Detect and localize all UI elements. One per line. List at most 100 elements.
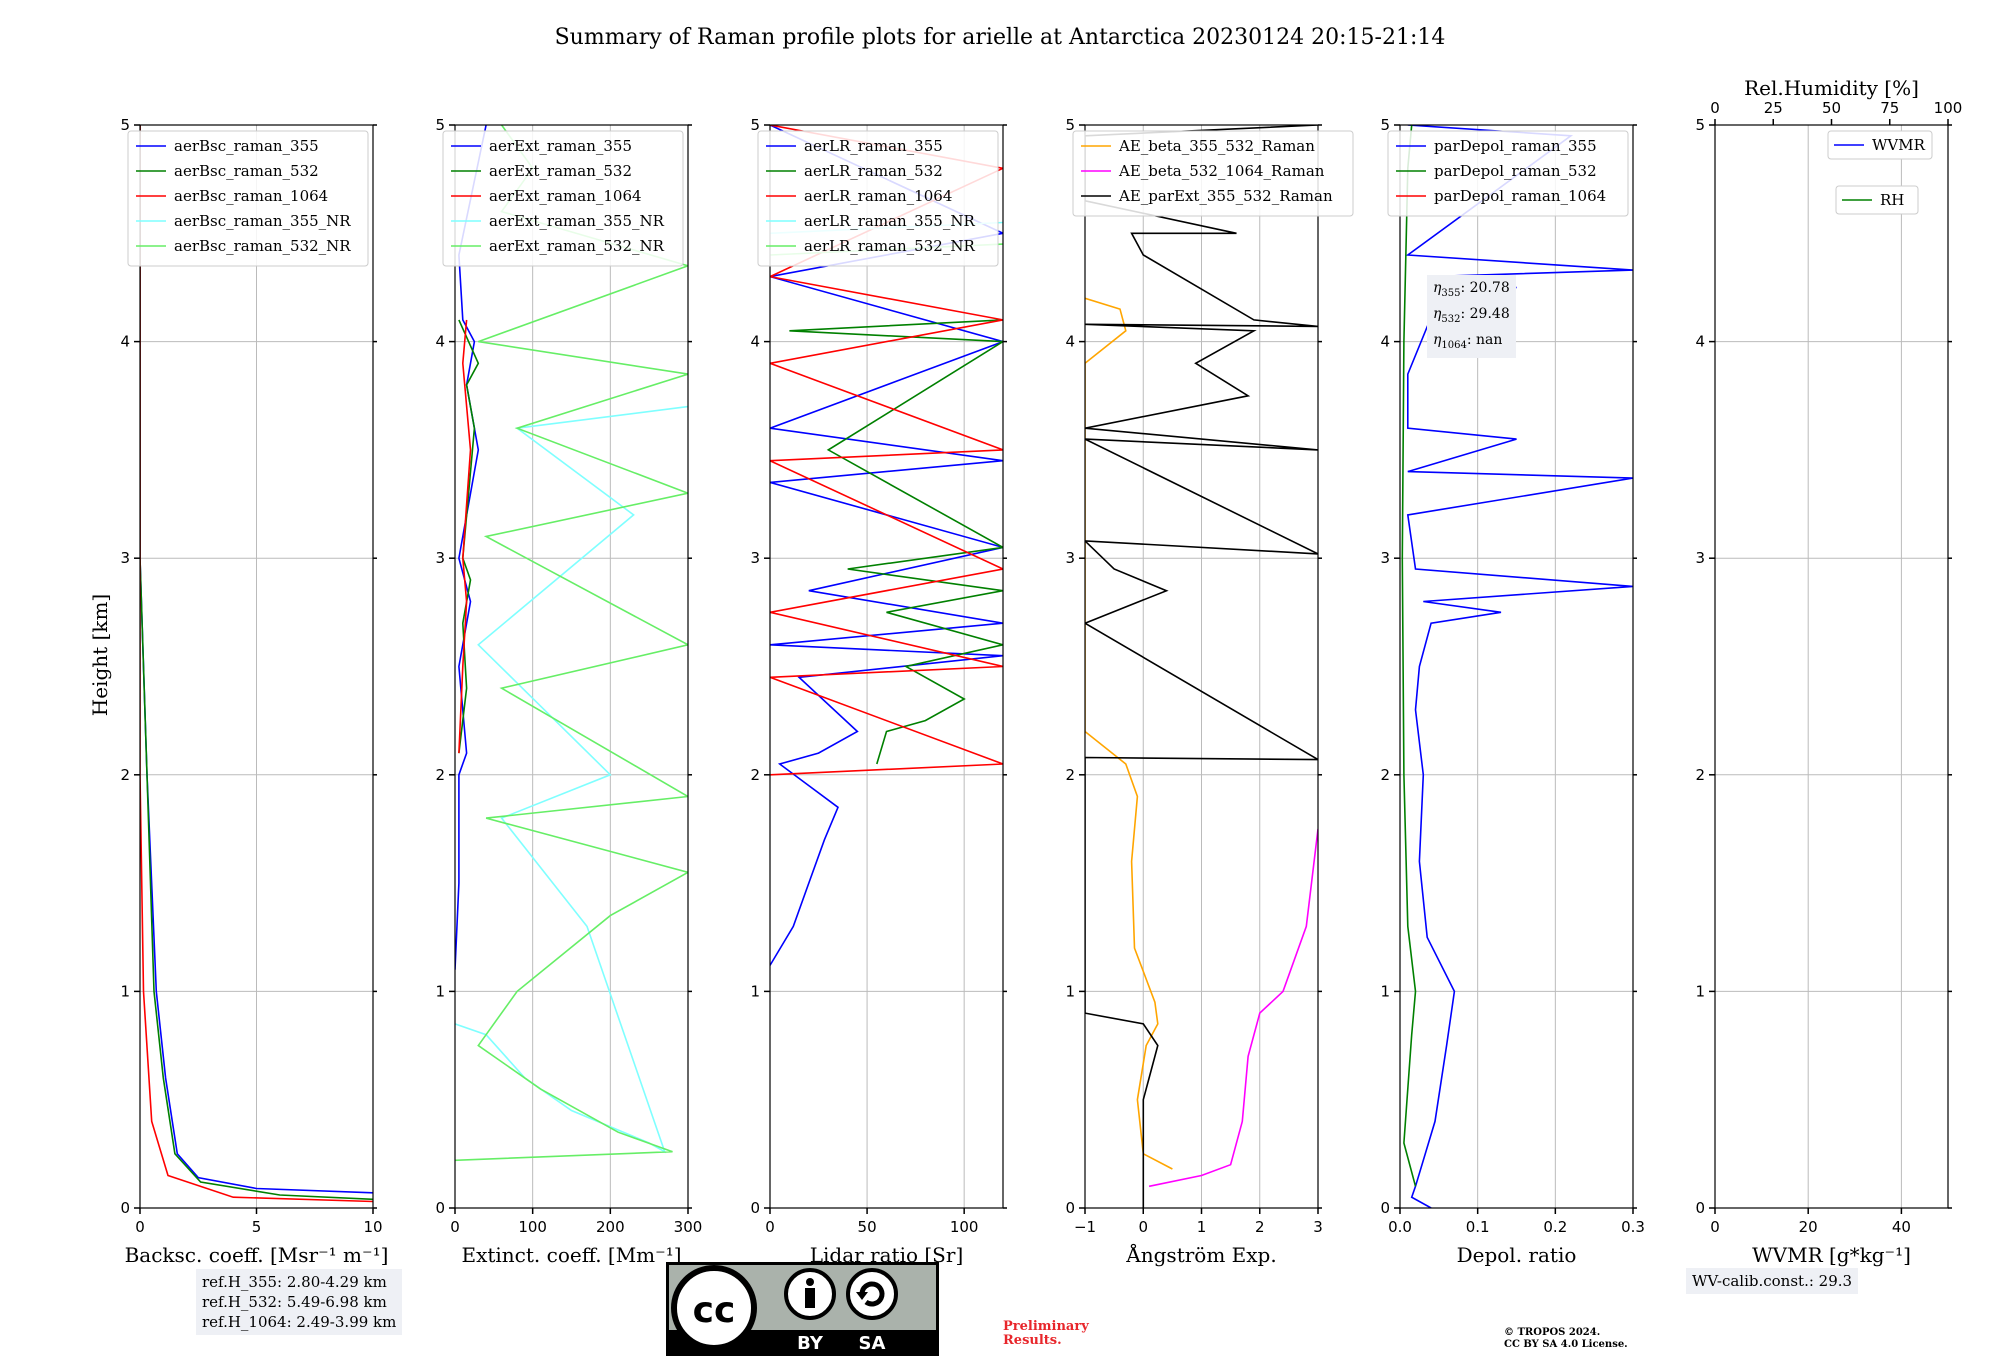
preliminary-results-note: Preliminary Results. — [1003, 1319, 1089, 1348]
y-tick-label: 3 — [1380, 549, 1390, 567]
y-tick-label: 0 — [750, 1199, 760, 1217]
series-line-aerBsc_raman_532 — [140, 125, 373, 1201]
legend-entry: aerLR_raman_1064 — [804, 187, 952, 205]
legend: AE_beta_355_532_Raman AE_beta_532_1064_Ra… — [1072, 130, 1354, 217]
legend-entry: aerBsc_raman_532_NR — [174, 237, 351, 255]
legend: aerBsc_raman_355 aerBsc_raman_532 aerBsc_r… — [127, 130, 369, 267]
series-line-AE_beta_532_1064_Raman — [1148, 828, 1318, 1188]
x-tick-label: 5 — [252, 1218, 262, 1236]
y-tick-label: 4 — [1065, 333, 1075, 351]
eta-355: η355: 20.78 — [1433, 280, 1510, 299]
y-tick-label: 0 — [1695, 1199, 1705, 1217]
y-tick-label: 1 — [1065, 982, 1075, 1000]
x-axis-label: WVMR [g*kg⁻¹] — [1752, 1243, 1911, 1267]
x-tick-label: 300 — [674, 1218, 703, 1236]
ref-height-532: ref.H_532: 5.49-6.98 km — [202, 1293, 387, 1311]
y-tick-label: 5 — [120, 116, 130, 134]
x-tick-label: 3 — [1313, 1218, 1323, 1236]
y-axis-label: Height [km] — [88, 594, 112, 716]
plot-frame — [1399, 124, 1634, 1209]
wv-calib-box: WV-calib.const.: 29.3 — [1686, 1268, 1859, 1294]
eta-1064: η1064: nan — [1433, 331, 1503, 351]
x-tick-label: 0 — [1138, 1218, 1148, 1236]
legend-entry: parDepol_raman_1064 — [1434, 187, 1606, 205]
legend: aerLR_raman_355 aerLR_raman_532 aerLR_rama… — [757, 130, 999, 267]
legend-entry: parDepol_raman_355 — [1434, 137, 1597, 155]
series-line-AE_parExt_355_532_Raman — [1085, 125, 1318, 1208]
legend-entry: parDepol_raman_532 — [1434, 162, 1597, 180]
legend-entry: aerExt_raman_355 — [489, 137, 632, 155]
legend: WVMR RH — [1827, 130, 1933, 215]
x-tick-label: 2 — [1255, 1218, 1265, 1236]
legend-entry: aerBsc_raman_355 — [174, 137, 319, 155]
x-tick-label: 100 — [518, 1218, 547, 1236]
x-tick-label: 0 — [1710, 1218, 1720, 1236]
legend-entry: aerLR_raman_355 — [804, 137, 943, 155]
y-tick-label: 4 — [1380, 333, 1390, 351]
y-tick-label: 3 — [435, 549, 445, 567]
x-tick-label: 0 — [450, 1218, 460, 1236]
y-tick-label: 2 — [1065, 766, 1075, 784]
y-tick-label: 1 — [120, 982, 130, 1000]
svg-text:SA: SA — [859, 1333, 886, 1354]
series-line-parDepol_raman_532 — [1401, 125, 1417, 1187]
copyright-note: © TROPOS 2024. CC BY SA 4.0 License. — [1504, 1327, 1628, 1350]
y-tick-label: 0 — [1380, 1199, 1390, 1217]
legend-entry: WVMR — [1872, 136, 1926, 154]
legend-entry: RH — [1880, 191, 1904, 209]
x-tick-label: 0 — [135, 1218, 145, 1236]
svg-text:cc: cc — [693, 1290, 736, 1331]
y-tick-label: 1 — [1380, 982, 1390, 1000]
series-line-aerExt_raman_532_NR — [455, 125, 688, 1162]
plot-frame — [1714, 124, 1949, 1209]
figure-title: Summary of Raman profile plots for ariel… — [555, 25, 1446, 50]
y-tick-label: 2 — [435, 766, 445, 784]
y-tick-label: 4 — [120, 333, 130, 351]
x-tick-label: 10 — [363, 1218, 382, 1236]
y-tick-label: 2 — [1380, 766, 1390, 784]
legend-entry: aerBsc_raman_532 — [174, 162, 319, 180]
legend-entry: aerExt_raman_355_NR — [489, 212, 665, 230]
y-tick-label: 5 — [1380, 116, 1390, 134]
series-line-aerBsc_raman_1064 — [140, 125, 373, 1203]
cc-by-sa-badge: cc BY SA — [666, 1262, 939, 1356]
legend-entry: AE_beta_532_1064_Raman — [1118, 162, 1325, 180]
top-x-tick-label: 100 — [1934, 99, 1963, 117]
y-tick-label: 5 — [1065, 116, 1075, 134]
y-tick-label: 1 — [1695, 982, 1705, 1000]
y-tick-label: 4 — [435, 333, 445, 351]
svg-text:BY: BY — [797, 1333, 824, 1354]
x-tick-label: 200 — [596, 1218, 625, 1236]
top-x-tick-label: 0 — [1710, 99, 1720, 117]
y-tick-label: 3 — [120, 549, 130, 567]
y-tick-label: 3 — [750, 549, 760, 567]
series-line-aerExt_raman_355 — [455, 125, 487, 970]
y-tick-label: 4 — [1695, 333, 1705, 351]
y-tick-label: 3 — [1695, 549, 1705, 567]
ref-height-1064: ref.H_1064: 2.49-3.99 km — [202, 1313, 397, 1331]
x-tick-label: 20 — [1799, 1218, 1818, 1236]
legend-entry: aerBsc_raman_355_NR — [174, 212, 351, 230]
y-tick-label: 0 — [120, 1199, 130, 1217]
x-tick-label: 0.3 — [1621, 1218, 1645, 1236]
legend: aerExt_raman_355 aerExt_raman_532 aerExt_r… — [442, 130, 684, 267]
legend-entry: aerLR_raman_532_NR — [804, 237, 975, 255]
ref-height-355: ref.H_355: 2.80-4.29 km — [202, 1273, 387, 1291]
y-tick-label: 2 — [750, 766, 760, 784]
x-axis-label: Backsc. coeff. [Msr⁻¹ m⁻¹] — [125, 1243, 389, 1267]
reference-height-box: ref.H_355: 2.80-4.29 km ref.H_532: 5.49-… — [196, 1269, 403, 1335]
y-tick-label: 1 — [750, 982, 760, 1000]
legend-entry: AE_parExt_355_532_Raman — [1118, 187, 1333, 205]
y-tick-label: 1 — [435, 982, 445, 1000]
cc-logo-icon — [671, 1265, 757, 1351]
legend-entry: aerExt_raman_1064 — [489, 187, 642, 205]
top-x-tick-label: 25 — [1764, 99, 1783, 117]
y-tick-label: 2 — [1695, 766, 1705, 784]
x-tick-label: 0.0 — [1388, 1218, 1412, 1236]
x-tick-label: 100 — [950, 1218, 979, 1236]
series-line-aerLR_raman_355 — [770, 125, 1003, 966]
